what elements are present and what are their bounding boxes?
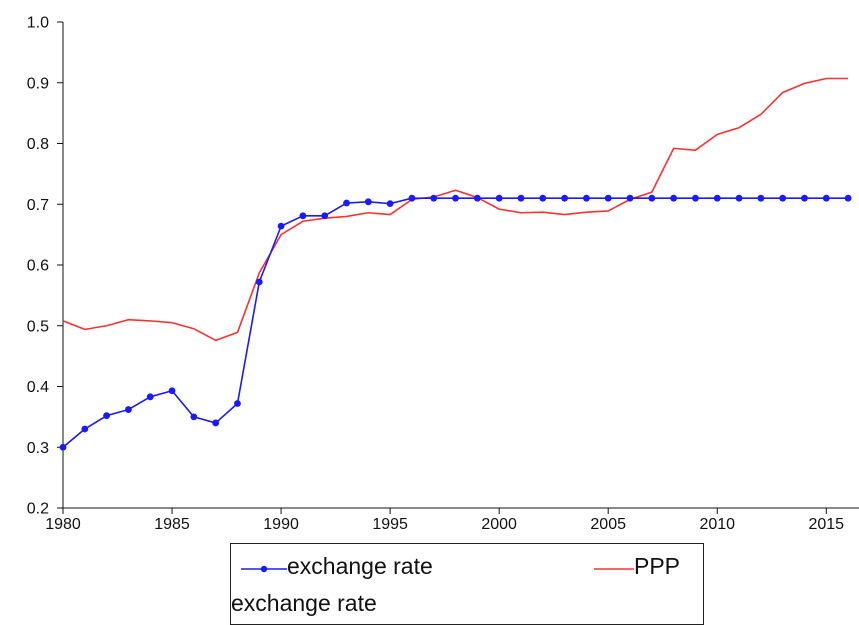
- exchange-rate-point: [582, 194, 590, 202]
- exchange-rate-point: [801, 194, 808, 202]
- y-tick-label: 0.2: [27, 501, 49, 518]
- legend-item-exchange-rate: exchange rate: [241, 552, 433, 580]
- exchange-rate-point: [713, 194, 721, 202]
- exchange-rate-point: [561, 194, 568, 202]
- exchange-rate-point: [757, 194, 765, 202]
- exchange-rate-point: [735, 194, 743, 202]
- exchange-rate-point: [59, 443, 67, 451]
- exchange-rate-point: [103, 412, 111, 420]
- legend-item-ppp: PPP: [594, 552, 680, 580]
- exchange-rate-point: [321, 212, 329, 220]
- exchange-rate-point: [125, 406, 132, 413]
- exchange-rate-point: [255, 278, 263, 286]
- x-tick-label: 2005: [590, 516, 626, 533]
- x-tick-label: 2015: [808, 516, 844, 533]
- exchange-rate-point: [343, 199, 350, 207]
- exchange-rate-point: [539, 194, 547, 202]
- x-tick-label: 2000: [481, 516, 517, 533]
- x-tick-label: 1980: [45, 516, 81, 533]
- legend-swatch-ppp: [594, 568, 634, 570]
- exchange-rate-point: [648, 194, 656, 202]
- exchange-rate-point: [844, 194, 852, 202]
- exchange-rate-point: [212, 419, 220, 427]
- exchange-rate-point: [779, 194, 787, 202]
- exchange-rate-point: [277, 222, 285, 230]
- x-tick-label: 1990: [263, 516, 299, 533]
- exchange-rate-point: [495, 194, 503, 202]
- exchange-rate-point: [473, 194, 481, 202]
- legend: exchange rate PPP exchange rate: [230, 543, 704, 625]
- y-tick-label: 0.6: [27, 258, 49, 275]
- exchange-rate-point: [452, 194, 459, 202]
- y-tick-label: 0.4: [27, 379, 49, 396]
- exchange-rate-point: [430, 194, 438, 202]
- y-tick-label: 1.0: [27, 15, 49, 32]
- x-tick-label: 2010: [699, 516, 735, 533]
- exchange-rate-point: [517, 194, 525, 202]
- y-tick-label: 0.7: [27, 197, 49, 214]
- exchange-rate-line: [62, 197, 849, 448]
- x-tick-label: 1995: [372, 516, 408, 533]
- exchange-rate-point: [190, 413, 198, 421]
- legend-swatch-exchange-rate: [241, 565, 287, 573]
- y-tick-label: 0.8: [27, 136, 49, 153]
- exchange-rate-point: [604, 194, 612, 202]
- exchange-rate-point: [670, 194, 678, 202]
- exchange-rate-point: [81, 425, 89, 433]
- y-tick-label: 0.9: [27, 75, 49, 92]
- exchange-rate-point: [364, 198, 372, 206]
- exchange-rate-point: [386, 200, 394, 208]
- exchange-rate-point: [692, 194, 699, 202]
- y-tick-label: 0.3: [27, 440, 49, 457]
- exchange-rate-point: [626, 194, 634, 202]
- exchange-rate-series: [59, 194, 852, 451]
- ppp-line: [62, 77, 849, 342]
- exchange-rate-point: [168, 387, 176, 395]
- axes: 0.2 0.3 0.4 0.5 0.6 0.7 0.8 0.9 1.0 1980 1985 1990 1…: [27, 15, 859, 533]
- exchange-rate-point: [822, 194, 830, 202]
- legend-label-ppp: PPP: [634, 553, 681, 579]
- exchange-rate-point: [146, 393, 154, 401]
- ppp-series: [62, 77, 849, 342]
- y-tick-label: 0.5: [27, 318, 49, 335]
- exchange-rate-point: [299, 212, 307, 220]
- x-tick-label: 1985: [154, 516, 190, 533]
- legend-label-exchange-rate: exchange rate: [287, 553, 433, 579]
- legend-note: exchange rate: [231, 590, 377, 616]
- exchange-rate-point: [408, 194, 416, 202]
- exchange-rate-point: [234, 400, 241, 407]
